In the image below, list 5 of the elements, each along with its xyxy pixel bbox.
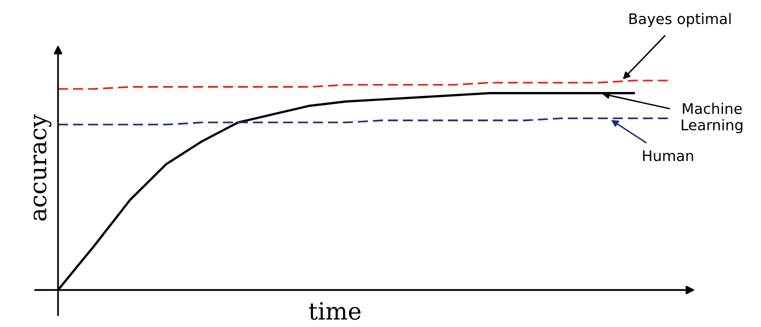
legend-label: Human bbox=[643, 150, 694, 162]
x-axis-title: time bbox=[308, 302, 361, 320]
y-axis-title: accuracy bbox=[34, 114, 52, 221]
text: Machine Learning bbox=[682, 102, 742, 134]
text: Bayes optimal bbox=[629, 12, 731, 28]
